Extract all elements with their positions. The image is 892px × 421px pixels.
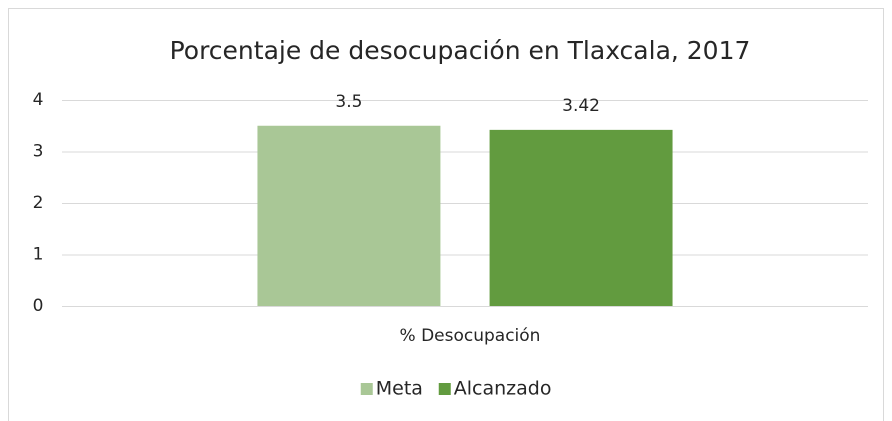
y-tick-label: 0 xyxy=(33,296,44,316)
data-label: 3.42 xyxy=(562,96,600,116)
chart-title: Porcentaje de desocupación en Tlaxcala, … xyxy=(170,36,751,65)
x-tick-label: % Desocupación xyxy=(400,326,541,346)
bar xyxy=(489,129,673,306)
legend-swatch xyxy=(360,383,373,395)
bar xyxy=(257,125,441,306)
legend-label: Meta xyxy=(376,378,423,400)
legend-label: Alcanzado xyxy=(454,378,552,400)
y-tick-label: 1 xyxy=(33,245,44,265)
data-label: 3.5 xyxy=(335,92,362,112)
y-tick-label: 3 xyxy=(33,142,44,162)
legend-swatch xyxy=(438,383,451,395)
y-tick-label: 2 xyxy=(33,193,44,213)
chart-border xyxy=(8,8,884,421)
y-tick-label: 4 xyxy=(33,90,44,110)
